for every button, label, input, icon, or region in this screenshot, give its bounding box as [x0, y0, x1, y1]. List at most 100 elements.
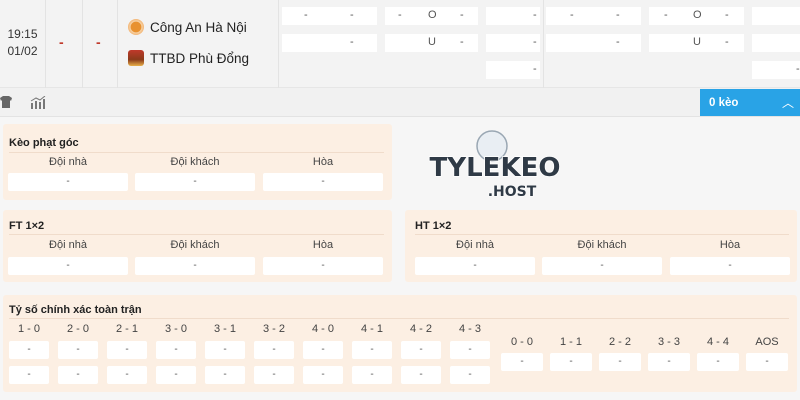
divider: [82, 0, 83, 88]
panel-title: Tỷ số chính xác toàn trận: [9, 304, 142, 316]
odds-count-toggle-button[interactable]: 0 kèo ︿: [700, 89, 800, 116]
score-odds[interactable]: -: [303, 366, 343, 384]
odds-cell[interactable]: [752, 34, 800, 52]
score-label: 4 - 2: [409, 323, 432, 335]
score-odds[interactable]: -: [58, 366, 98, 384]
score-label: 1 - 0: [17, 323, 40, 335]
score-odds[interactable]: -: [401, 341, 441, 359]
kickoff-date: 01/02: [7, 44, 38, 58]
svg-text:.HOST: .HOST: [488, 184, 537, 200]
away-odds[interactable]: -: [135, 257, 255, 275]
draw-label: Hòa: [312, 239, 334, 251]
home-odds[interactable]: -: [8, 173, 128, 191]
score-odds[interactable]: -: [205, 366, 245, 384]
match-row: 19:15 01/02 - - Công An Hà Nội TTBD Phù …: [0, 0, 800, 88]
ft-1x2-panel: FT 1×2 Đội nhà Đội khách Hòa - - -: [3, 210, 392, 282]
ht-1x2-panel: HT 1×2 Đội nhà Đội khách Hòa - - -: [405, 210, 797, 282]
match-toolbar: [0, 88, 800, 117]
home-label: Đội nhà: [456, 239, 494, 251]
odds-cell[interactable]: -: [546, 34, 641, 52]
away-score: -: [96, 34, 101, 50]
score-odds[interactable]: -: [9, 366, 49, 384]
draw-odds[interactable]: -: [263, 257, 383, 275]
away-team[interactable]: TTBD Phù Đổng: [128, 50, 249, 66]
score-odds[interactable]: -: [697, 353, 739, 371]
score-odds[interactable]: -: [450, 341, 490, 359]
odds-cell[interactable]: U-: [649, 34, 744, 52]
corner-kick-panel: Kèo phạt góc Đội nhà Đội khách Hòa - - -: [3, 124, 392, 200]
odds-cell[interactable]: -: [752, 61, 800, 79]
score-label: 2 - 1: [115, 323, 138, 335]
odds-cell[interactable]: --: [282, 7, 377, 25]
away-team-name: TTBD Phù Đổng: [150, 50, 250, 66]
divider: [117, 0, 118, 88]
home-score: -: [59, 34, 64, 50]
odds-cell[interactable]: -: [486, 61, 540, 79]
draw-odds[interactable]: -: [670, 257, 790, 275]
away-label: Đội khách: [170, 239, 220, 251]
score-odds[interactable]: -: [9, 341, 49, 359]
home-team-name: Công An Hà Nội: [150, 19, 247, 35]
score-odds[interactable]: -: [450, 366, 490, 384]
score-label: 2 - 0: [66, 323, 89, 335]
odds-cell[interactable]: -: [486, 7, 540, 25]
home-label: Đội nhà: [49, 156, 87, 168]
odds-cell[interactable]: -O-: [649, 7, 744, 25]
stats-icon[interactable]: [30, 96, 46, 109]
score-odds[interactable]: -: [501, 353, 543, 371]
draw-label: Hòa: [719, 239, 741, 251]
score-odds[interactable]: -: [746, 353, 788, 371]
home-team[interactable]: Công An Hà Nội: [128, 19, 247, 35]
away-label: Đội khách: [170, 156, 220, 168]
draw-odds[interactable]: -: [263, 173, 383, 191]
odds-cell[interactable]: -O-: [385, 7, 478, 25]
score-odds[interactable]: -: [58, 341, 98, 359]
odds-cell[interactable]: U-: [385, 34, 478, 52]
score-odds[interactable]: -: [352, 341, 392, 359]
divider: [415, 234, 789, 235]
panel-title: HT 1×2: [415, 220, 452, 232]
away-team-logo-icon: [128, 50, 144, 66]
odds-cell[interactable]: --: [546, 7, 641, 25]
home-odds[interactable]: -: [8, 257, 128, 275]
home-team-logo-icon: [128, 19, 144, 35]
divider: [9, 234, 384, 235]
odds-cell[interactable]: [752, 7, 800, 25]
score-label: 2 - 2: [608, 336, 631, 348]
away-odds[interactable]: -: [135, 173, 255, 191]
divider: [9, 152, 384, 153]
panel-title: FT 1×2: [9, 220, 45, 232]
odds-cell[interactable]: -: [486, 34, 540, 52]
score-odds[interactable]: -: [107, 366, 147, 384]
home-odds[interactable]: -: [415, 257, 535, 275]
score-odds[interactable]: -: [401, 366, 441, 384]
divider: [9, 318, 789, 319]
divider: [45, 0, 46, 88]
score-odds[interactable]: -: [254, 341, 294, 359]
score-odds[interactable]: -: [352, 366, 392, 384]
score-odds[interactable]: -: [205, 341, 245, 359]
away-odds[interactable]: -: [542, 257, 662, 275]
score-odds[interactable]: -: [107, 341, 147, 359]
score-odds[interactable]: -: [599, 353, 641, 371]
score-label: 4 - 4: [706, 336, 729, 348]
score-odds[interactable]: -: [550, 353, 592, 371]
shirt-icon[interactable]: [0, 96, 12, 108]
score-label: 3 - 1: [213, 323, 236, 335]
score-odds[interactable]: -: [303, 341, 343, 359]
score-odds[interactable]: -: [254, 366, 294, 384]
home-label: Đội nhà: [49, 239, 87, 251]
score-label: 0 - 0: [510, 336, 533, 348]
score-label: AOS: [755, 336, 779, 348]
odds-count-label: 0 kèo: [709, 96, 739, 109]
score-odds[interactable]: -: [156, 341, 196, 359]
chevron-up-icon: ︿: [781, 96, 794, 110]
odds-cell[interactable]: -: [282, 34, 377, 52]
score-label: 4 - 0: [311, 323, 334, 335]
score-odds[interactable]: -: [156, 366, 196, 384]
tylekeo-logo: TYLEKEO .HOST: [429, 130, 561, 201]
score-odds[interactable]: -: [648, 353, 690, 371]
away-label: Đội khách: [577, 239, 627, 251]
divider: [543, 0, 544, 88]
score-label: 4 - 1: [360, 323, 383, 335]
